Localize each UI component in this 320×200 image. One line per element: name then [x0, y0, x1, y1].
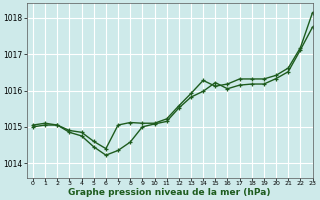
X-axis label: Graphe pression niveau de la mer (hPa): Graphe pression niveau de la mer (hPa): [68, 188, 271, 197]
